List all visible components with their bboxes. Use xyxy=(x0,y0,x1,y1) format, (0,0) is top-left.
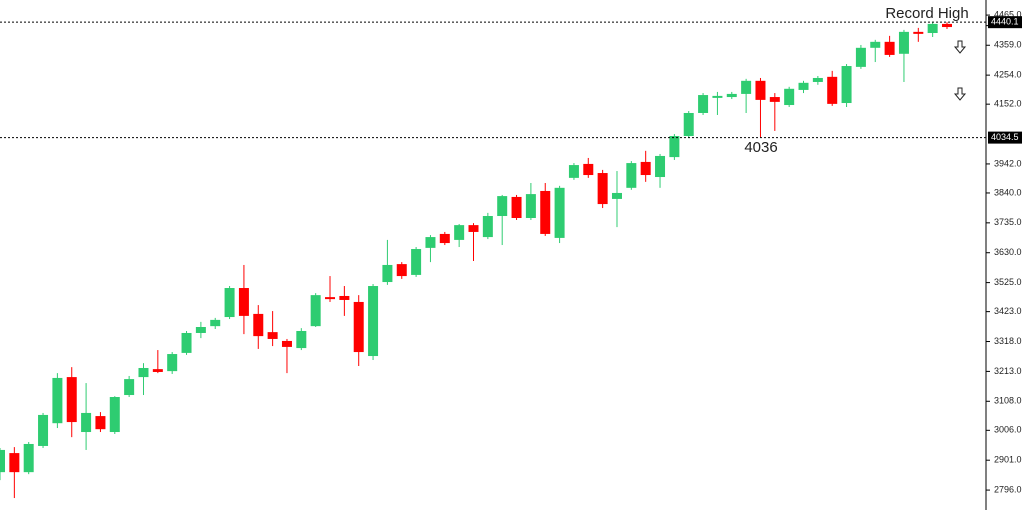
y-tick-label: 3630.0 xyxy=(994,247,1022,257)
candle-body xyxy=(339,295,350,300)
arrow-icons xyxy=(953,40,967,101)
candle-body xyxy=(181,332,192,353)
candle-body xyxy=(310,295,321,327)
candle-body xyxy=(353,301,364,353)
candle-body xyxy=(52,377,63,424)
candle-body xyxy=(325,297,336,300)
candle-body xyxy=(497,196,508,217)
candle-body xyxy=(698,95,709,113)
candle-body xyxy=(942,23,952,28)
annotation: 4036 xyxy=(744,139,777,156)
candle-body xyxy=(784,88,795,106)
candle-body xyxy=(0,449,5,473)
level-label-box xyxy=(988,131,1022,144)
candle-body xyxy=(655,155,666,178)
candle-body xyxy=(38,414,49,446)
candle-body xyxy=(855,47,866,67)
y-tick-label: 2796.0 xyxy=(994,484,1022,494)
candle-body xyxy=(913,31,924,34)
candle-body xyxy=(741,80,752,94)
candle-body xyxy=(898,31,909,54)
candle-body xyxy=(152,369,163,372)
candle-body xyxy=(669,136,680,158)
candle-body xyxy=(468,225,479,232)
candle-body xyxy=(109,397,120,433)
candle-body xyxy=(870,41,881,48)
candle-body xyxy=(525,194,536,219)
y-tick-label: 2901.0 xyxy=(994,455,1022,465)
level-label-box xyxy=(988,16,1022,29)
candle-body xyxy=(81,412,92,433)
y-tick-label: 3735.0 xyxy=(994,217,1022,227)
candle-body xyxy=(511,196,522,219)
candle-body xyxy=(267,332,278,339)
candle-body xyxy=(253,313,264,337)
y-tick-label: 3525.0 xyxy=(994,277,1022,287)
candle-body xyxy=(138,367,149,378)
candle-body xyxy=(568,165,579,178)
candle-body xyxy=(66,377,77,423)
y-tick-label: 3213.0 xyxy=(994,366,1022,376)
candle-body xyxy=(554,187,565,238)
plot-area xyxy=(0,21,952,499)
candle-body xyxy=(640,161,651,176)
candle-body xyxy=(927,23,938,34)
annotation: Record High xyxy=(885,5,968,22)
candle-body xyxy=(296,330,307,349)
candle-body xyxy=(841,66,852,104)
candle-body xyxy=(195,327,206,333)
candle-body xyxy=(726,93,737,98)
candle-body xyxy=(884,41,895,55)
candle-body xyxy=(482,216,493,238)
y-tick-label: 3942.0 xyxy=(994,158,1022,168)
y-tick-label: 3006.0 xyxy=(994,425,1022,435)
candle-body xyxy=(9,453,20,473)
candle-body xyxy=(798,82,809,90)
down-arrow xyxy=(953,40,967,54)
y-tick-label: 4254.0 xyxy=(994,70,1022,80)
candle-body xyxy=(95,416,106,430)
candle-body xyxy=(167,354,178,372)
candle-body xyxy=(382,264,393,283)
candle-body xyxy=(454,225,465,240)
candle-body xyxy=(396,264,407,277)
y-tick-label: 3423.0 xyxy=(994,306,1022,316)
y-tick-label: 4359.0 xyxy=(994,40,1022,50)
candle-body xyxy=(827,76,838,104)
candle-body xyxy=(23,443,34,473)
level-label: 4034.5 xyxy=(991,132,1019,142)
candle-body xyxy=(368,286,379,357)
candle-body xyxy=(411,249,422,275)
candle-body xyxy=(124,379,135,396)
y-tick-label: 4152.0 xyxy=(994,99,1022,109)
candle-body xyxy=(425,237,436,248)
candle-body xyxy=(238,288,249,316)
y-tick-label: 3108.0 xyxy=(994,396,1022,406)
candle-body xyxy=(224,288,235,318)
y-tick-label: 3318.0 xyxy=(994,336,1022,346)
candle-body xyxy=(683,112,694,137)
candle-body xyxy=(812,77,823,82)
candle-body xyxy=(755,80,766,100)
candle-body xyxy=(281,340,292,347)
candle-body xyxy=(626,163,637,188)
down-arrow xyxy=(953,87,967,101)
level-label: 4440.1 xyxy=(991,17,1019,27)
y-tick-label: 4465.0 xyxy=(994,9,1022,19)
candle-body xyxy=(611,192,622,199)
candle-body xyxy=(712,95,723,98)
y-tick-label: 3840.0 xyxy=(994,187,1022,197)
candle-body xyxy=(210,319,221,327)
candle-body xyxy=(540,190,551,234)
candle-body xyxy=(769,97,780,102)
candle-body xyxy=(439,233,450,244)
candle-body xyxy=(597,173,608,205)
candle-body xyxy=(583,163,594,176)
